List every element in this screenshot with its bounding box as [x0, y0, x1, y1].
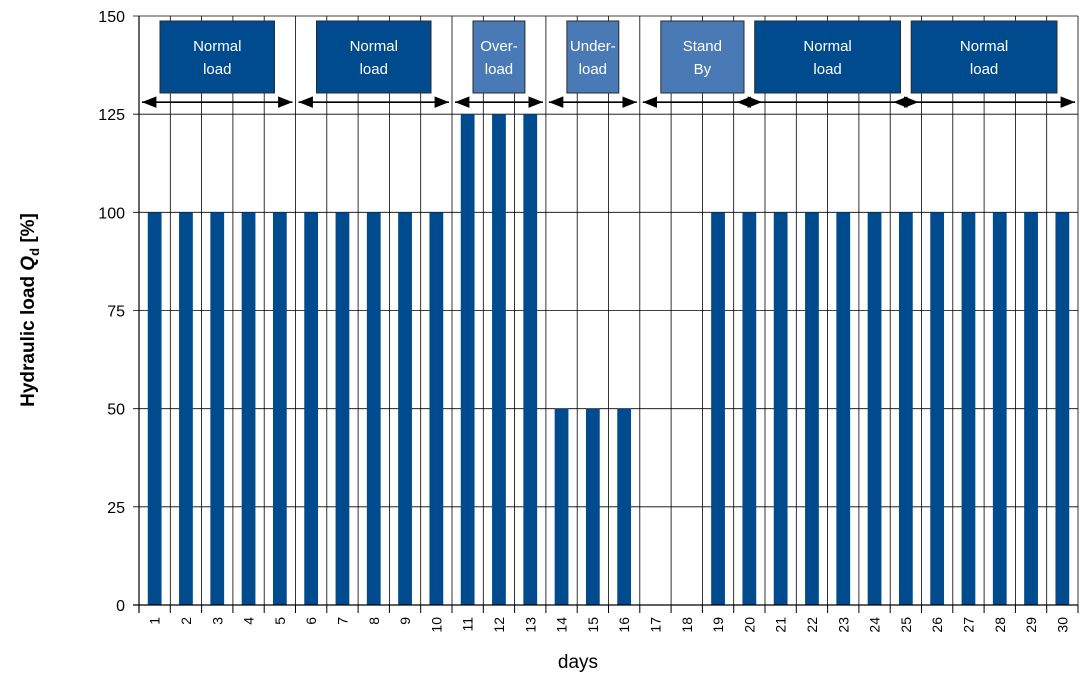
x-tick-label: 6: [303, 617, 319, 625]
x-tick-label: 18: [679, 617, 695, 633]
x-tick-label: 21: [773, 617, 789, 633]
x-tick-labels: 1 2 3 4 5 6 7 8 9 10 11 12 13 14 15 16 17 18 19 20 21 22 23 24 2…: [147, 617, 1071, 633]
phase-label-line2: load: [360, 61, 388, 78]
x-tick-label: 24: [867, 617, 883, 633]
bar: [272, 212, 287, 606]
phase-box: [754, 20, 902, 94]
bar: [711, 212, 725, 606]
x-tick-label: 2: [178, 617, 194, 625]
phase-label-line2: load: [485, 61, 513, 78]
bar: [398, 212, 412, 606]
x-tick-label: 16: [616, 617, 632, 633]
bar: [210, 212, 225, 606]
x-tick-label: 13: [522, 617, 538, 633]
phase-box: [566, 20, 620, 94]
phase-label-line2: load: [813, 61, 841, 78]
y-axis-label: Hydraulic load Qd [%]: [18, 213, 42, 407]
x-axis-label: days: [558, 652, 598, 673]
phase-label-line1: Normal: [193, 38, 241, 55]
bar: [1024, 212, 1038, 606]
bar: [147, 212, 162, 606]
y-tick-label: 50: [107, 402, 125, 419]
x-tick-label: 25: [898, 617, 914, 633]
phase-label-line2: By: [694, 61, 712, 78]
y-tick-label: 75: [107, 304, 125, 321]
y-tick-label: 125: [98, 107, 125, 124]
bar: [742, 212, 757, 606]
phase-label-line2: load: [203, 61, 231, 78]
x-tick-label: 5: [272, 617, 288, 625]
bar: [429, 212, 444, 606]
axes: [133, 16, 1079, 613]
y-tick-label: 100: [98, 205, 125, 222]
x-tick-label: 10: [428, 617, 444, 633]
phase-label-line1: Over-: [480, 38, 518, 55]
phase-label-line2: load: [970, 61, 998, 78]
phase-label-line1: Normal: [350, 38, 398, 55]
bar: [961, 212, 976, 606]
bar: [617, 408, 632, 605]
x-tick-label: 23: [835, 617, 851, 633]
grid-lines: [133, 15, 1079, 606]
x-tick-label: 14: [554, 617, 570, 633]
y-axis-label-symbol: Q: [18, 256, 39, 271]
phase-box: [316, 20, 432, 94]
bar: [805, 212, 819, 606]
bar: [241, 212, 256, 606]
bar: [492, 114, 506, 606]
phase-box: [660, 20, 745, 94]
bars: [147, 114, 1070, 606]
bar: [867, 212, 882, 606]
bar: [773, 212, 788, 606]
x-tick-label: 19: [710, 617, 726, 633]
y-axis-label-prefix: Hydraulic load: [18, 271, 39, 407]
x-tick-label: 17: [647, 617, 663, 633]
x-tick-label: 11: [460, 617, 476, 632]
x-tick-label: 30: [1054, 617, 1070, 633]
x-tick-label: 29: [1023, 617, 1039, 633]
bar: [836, 212, 851, 606]
y-axis-label-unit: [%]: [18, 213, 39, 248]
x-tick-label: 3: [209, 617, 225, 625]
bar: [335, 212, 350, 606]
x-tick-label: 28: [992, 617, 1008, 633]
bar: [992, 212, 1007, 606]
bar: [1055, 212, 1070, 606]
x-tick-label: 27: [960, 617, 976, 633]
phase-label-line1: Normal: [803, 38, 851, 55]
x-tick-label: 4: [241, 617, 257, 625]
bar: [554, 408, 569, 605]
x-tick-label: 1: [147, 617, 163, 625]
y-tick-label: 0: [116, 598, 125, 615]
phase-label-line2: load: [579, 61, 607, 78]
bar: [523, 114, 538, 606]
phase-label-line1: Normal: [960, 38, 1008, 55]
phase-label-line1: Under-: [570, 38, 616, 55]
bar: [460, 114, 475, 606]
x-tick-label: 9: [397, 617, 413, 625]
phase-box: [159, 20, 275, 94]
x-tick-label: 7: [334, 617, 350, 625]
phase-box: [910, 20, 1058, 94]
y-tick-label: 150: [98, 9, 125, 26]
y-axis-label-subscript: d: [27, 248, 42, 256]
x-tick-label: 26: [929, 617, 945, 633]
bar: [585, 408, 600, 605]
bar: [366, 212, 381, 606]
x-tick-label: 15: [585, 617, 601, 633]
x-tick-label: 8: [366, 617, 382, 625]
x-tick-label: 22: [804, 617, 820, 633]
phase-box: [472, 20, 526, 94]
phase-label-line1: Stand: [683, 38, 722, 55]
x-tick-label: 20: [741, 617, 757, 633]
y-tick-labels: 0 25 50 75 100 125 150: [98, 9, 125, 615]
bar: [179, 212, 193, 606]
bar: [930, 212, 945, 606]
phase-annotations: Normal load Normal load Over-load Under-load S…: [142, 20, 1075, 108]
x-tick-label: 12: [491, 617, 507, 633]
y-tick-label: 25: [107, 500, 125, 517]
bar: [304, 212, 319, 606]
bar: [898, 212, 913, 606]
